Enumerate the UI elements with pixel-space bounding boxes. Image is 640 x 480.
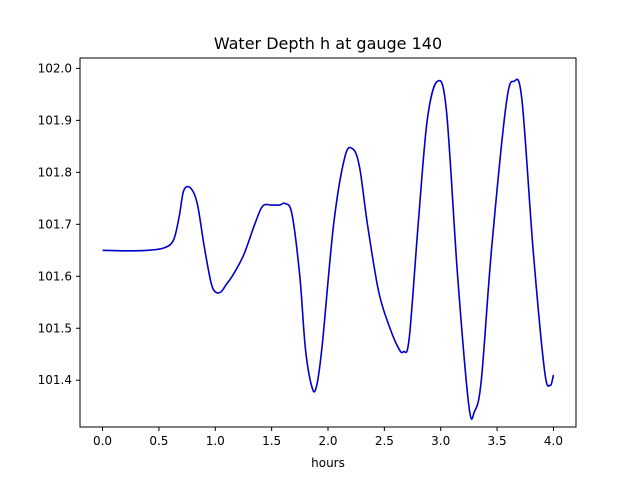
x-tick-label: 2.0 bbox=[318, 434, 337, 448]
plot-area bbox=[102, 78, 555, 420]
x-tick-label: 0.0 bbox=[93, 434, 112, 448]
y-tick-label: 101.7 bbox=[38, 217, 72, 231]
x-tick-label: 0.5 bbox=[149, 434, 168, 448]
x-tick-label: 3.5 bbox=[488, 434, 507, 448]
x-tick-label: 1.5 bbox=[262, 434, 281, 448]
x-tick-label: 3.0 bbox=[431, 434, 450, 448]
series-line bbox=[102, 78, 555, 420]
y-tick-label: 101.4 bbox=[38, 373, 72, 387]
y-axis: 101.4 101.5 101.6 101.7 101.8 101.9 102.0 bbox=[38, 61, 80, 387]
x-tick-label: 4.0 bbox=[544, 434, 563, 448]
y-tick-label: 102.0 bbox=[38, 61, 72, 75]
x-axis: 0.0 0.5 1.0 1.5 2.0 2.5 3.0 3.5 4.0 bbox=[93, 427, 563, 448]
x-tick-label: 2.5 bbox=[375, 434, 394, 448]
chart-title: Water Depth h at gauge 140 bbox=[214, 34, 442, 53]
y-tick-label: 101.8 bbox=[38, 165, 72, 179]
y-tick-label: 101.5 bbox=[38, 321, 72, 335]
x-axis-label: hours bbox=[311, 456, 345, 470]
y-tick-label: 101.9 bbox=[38, 113, 72, 127]
x-tick-label: 1.0 bbox=[206, 434, 225, 448]
y-tick-label: 101.6 bbox=[38, 269, 72, 283]
